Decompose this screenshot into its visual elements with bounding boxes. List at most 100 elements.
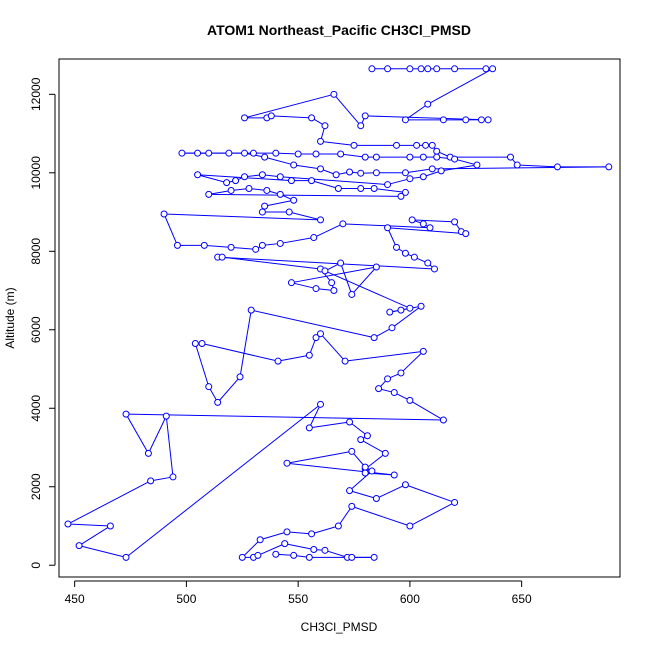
data-point	[312, 150, 320, 158]
series-segment	[351, 505, 411, 527]
data-point	[227, 243, 235, 251]
data-point	[370, 185, 378, 192]
series-segment	[333, 93, 362, 127]
data-point	[372, 169, 380, 177]
data-point	[406, 304, 414, 312]
data-point	[147, 477, 155, 485]
data-point	[205, 190, 213, 198]
series-segment	[271, 115, 312, 119]
x-axis-label: CH3Cl_PMSD	[301, 620, 378, 634]
data-point	[341, 357, 349, 365]
series-segment	[208, 193, 401, 197]
series-segment	[349, 490, 377, 499]
data-point	[372, 153, 380, 161]
data-point	[513, 161, 521, 169]
data-point	[392, 141, 400, 149]
x-tick-label: 550	[288, 592, 308, 606]
data-point	[390, 389, 398, 397]
data-point	[321, 122, 329, 130]
data-point	[305, 553, 313, 561]
data-point	[160, 210, 168, 218]
data-point	[406, 65, 414, 73]
series-segment	[277, 354, 310, 362]
data-point	[312, 334, 320, 342]
data-point	[283, 459, 291, 467]
data-point	[386, 308, 394, 316]
data-point	[401, 116, 409, 124]
data-point	[308, 530, 316, 538]
series-segment	[204, 244, 232, 248]
chart-title: ATOM1 Northeast_Pacific CH3Cl_PMSD	[207, 22, 471, 38]
data-point	[276, 239, 284, 247]
series-segment	[391, 305, 422, 329]
data-point	[428, 141, 436, 149]
data-point	[397, 192, 405, 200]
data-point	[424, 259, 432, 267]
series-segment	[340, 153, 366, 158]
series-segment	[286, 462, 395, 476]
series-segment	[345, 350, 424, 362]
data-point	[406, 522, 414, 530]
data-point	[173, 241, 181, 249]
series-segment	[387, 178, 411, 186]
series-segment	[337, 506, 353, 527]
series-segment	[409, 399, 444, 421]
data-point	[426, 224, 434, 232]
data-point	[241, 173, 249, 181]
data-point	[433, 65, 441, 73]
data-point	[413, 141, 421, 149]
data-point	[390, 471, 398, 479]
data-point	[605, 163, 613, 171]
data-point	[198, 340, 206, 348]
data-point	[462, 230, 470, 238]
series-segment	[289, 211, 321, 221]
data-point	[225, 149, 233, 157]
series-segment	[208, 189, 232, 195]
data-point	[462, 116, 470, 124]
data-point	[254, 551, 262, 559]
data-point	[274, 357, 282, 365]
series-segment	[320, 333, 346, 362]
series-segment	[217, 376, 241, 403]
data-point	[281, 540, 289, 548]
series-segment	[164, 213, 321, 221]
data-point	[144, 449, 152, 457]
data-point	[372, 495, 380, 503]
series-segment	[387, 227, 466, 235]
x-tick-label: 500	[176, 592, 196, 606]
series-segment	[126, 413, 444, 421]
series-segment	[311, 180, 339, 189]
data-point	[312, 285, 320, 293]
y-axis: 0 2000 4000 6000 8000 10000 12000	[29, 77, 56, 569]
series-segment	[320, 140, 355, 146]
data-point	[348, 502, 356, 510]
data-point	[223, 179, 231, 187]
data-point	[384, 65, 392, 73]
series-segment	[441, 164, 478, 172]
series-points	[64, 65, 613, 561]
data-point	[205, 383, 213, 391]
data-point	[419, 220, 427, 228]
data-point	[310, 546, 318, 554]
series-segment	[286, 531, 312, 535]
data-point	[451, 218, 459, 226]
data-point	[330, 287, 338, 295]
data-point	[381, 449, 389, 457]
data-point	[305, 424, 313, 432]
y-tick-label: 2000	[29, 473, 43, 500]
data-point	[357, 169, 365, 177]
data-point	[361, 153, 369, 161]
data-point	[451, 65, 459, 73]
data-point	[422, 141, 430, 149]
series-segment	[409, 501, 455, 527]
series-segment	[280, 237, 314, 244]
data-point	[348, 553, 356, 561]
series-segment	[239, 310, 252, 377]
data-point	[451, 498, 459, 506]
data-point	[406, 396, 414, 404]
data-point	[328, 279, 336, 287]
series-segment	[311, 525, 339, 535]
data-point	[388, 324, 396, 332]
y-tick-label: 4000	[29, 395, 43, 422]
series-segment	[432, 166, 609, 170]
